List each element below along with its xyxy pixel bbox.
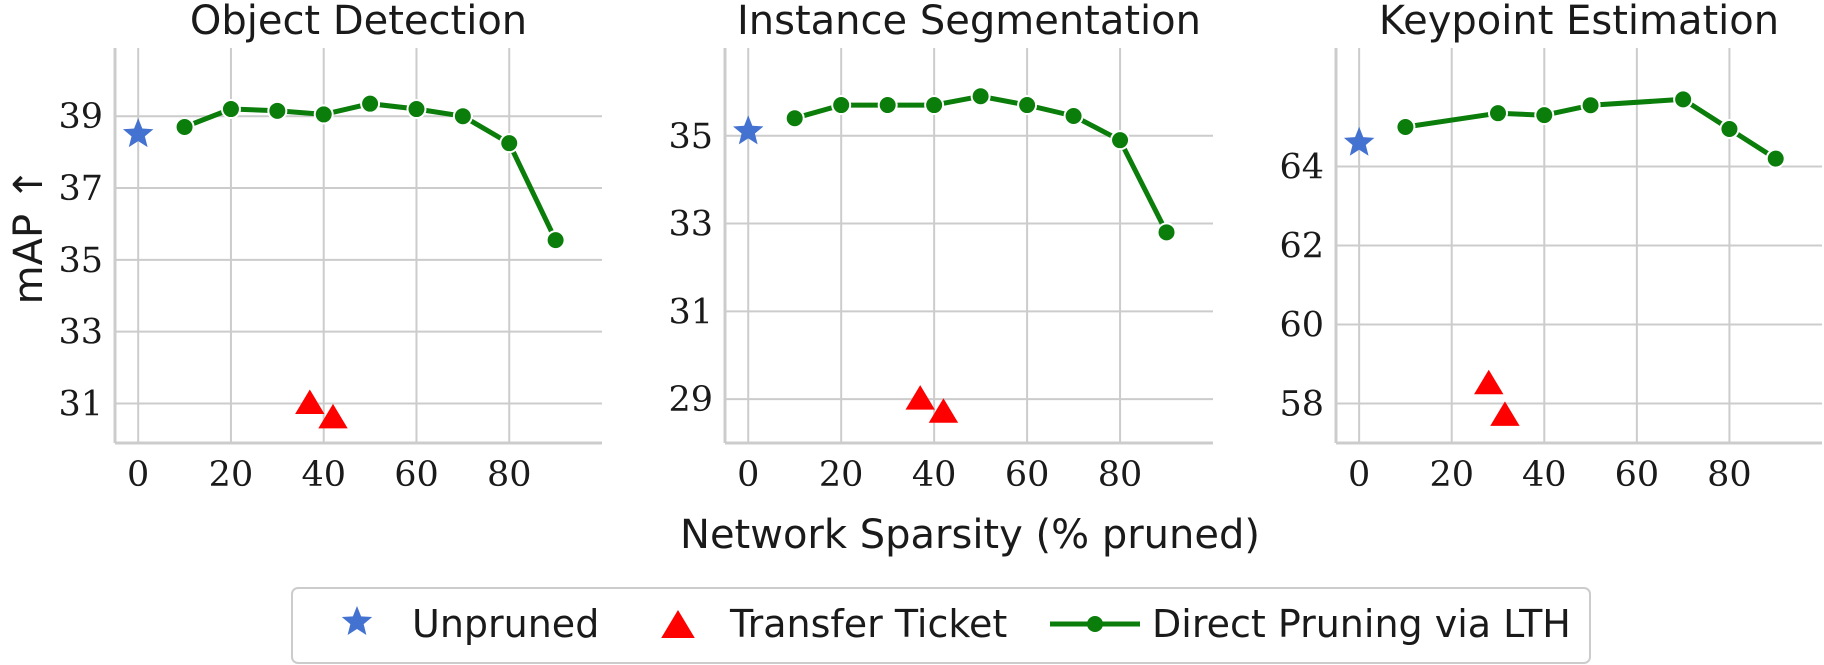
lth-point: [1017, 95, 1038, 116]
lth-point: [452, 106, 473, 127]
y-tick-label: 35: [58, 241, 103, 281]
x-tick-label: 80: [1098, 455, 1143, 495]
lth-point: [1110, 130, 1131, 151]
x-tick-label: 0: [1348, 455, 1370, 495]
legend: Unpruned Transfer Ticket Direct Pruning …: [291, 587, 1591, 664]
y-tick-label: 31: [58, 385, 103, 425]
transfer-ticket-point: [905, 385, 935, 410]
legend-frame: [291, 587, 1591, 664]
x-tick-label: 60: [1615, 455, 1660, 495]
lth-point: [1765, 148, 1786, 169]
transfer-ticket-point: [318, 403, 348, 429]
unpruned-point: [1343, 126, 1375, 156]
lth-point: [499, 133, 520, 154]
y-tick-label: 31: [668, 292, 713, 332]
y-tick-label: 33: [668, 205, 713, 245]
legend-label-transfer-ticket: Transfer Ticket: [729, 602, 1007, 646]
transfer-ticket-point: [295, 389, 325, 414]
x-tick-label: 80: [487, 455, 532, 495]
lth-series-line: [794, 93, 1169, 234]
y-tick-label: 39: [58, 97, 103, 137]
lth-point: [1580, 95, 1601, 116]
y-tick-label: 60: [1279, 306, 1324, 346]
x-tick-label: 80: [1707, 455, 1752, 495]
lth-point: [1673, 89, 1694, 110]
x-tick-label: 20: [819, 455, 864, 495]
legend-entry-unpruned: Unpruned: [341, 602, 599, 646]
lth-point: [313, 104, 334, 125]
x-tick-label: 60: [1005, 455, 1050, 495]
lth-point: [174, 117, 195, 137]
y-tick-label: 29: [668, 380, 713, 420]
lth-point: [1488, 103, 1508, 124]
x-tick-label: 0: [127, 455, 149, 495]
transfer-ticket-point: [1490, 401, 1520, 426]
legend-label-unpruned: Unpruned: [412, 602, 599, 646]
lth-point: [1063, 106, 1084, 127]
transfer-ticket-point: [1474, 369, 1504, 395]
lth-point: [784, 108, 805, 129]
unpruned-point: [733, 115, 764, 145]
x-tick-label: 20: [1429, 455, 1474, 495]
legend-triangle-marker: [661, 610, 695, 638]
lth-point: [1719, 118, 1740, 139]
lth-point: [220, 99, 241, 120]
panel-2: 0 20 40 60 80 29 31 33 35 Instance Segmentation: [668, 0, 1213, 495]
x-tick-label: 40: [1522, 455, 1567, 495]
lth-point: [360, 93, 381, 114]
shared-xlabel: Network Sparsity (% pruned): [680, 512, 1260, 558]
unpruned-point: [122, 118, 154, 148]
lth-series-line: [183, 101, 558, 242]
legend-star-marker: [341, 606, 373, 635]
legend-circle-marker: [1087, 616, 1103, 632]
x-tick-label: 40: [912, 455, 957, 495]
legend-entry-transfer-ticket: Transfer Ticket: [661, 602, 1007, 646]
x-tick-label: 40: [301, 455, 346, 495]
y-tick-label: 33: [58, 313, 103, 353]
lth-point: [1534, 105, 1555, 126]
y-tick-label: 37: [58, 169, 103, 209]
shared-ylabel: mAP ↑: [6, 168, 52, 305]
lth-point: [1395, 117, 1416, 137]
panel-title: Instance Segmentation: [737, 0, 1201, 44]
y-tick-label: 62: [1279, 227, 1324, 267]
transfer-ticket-point: [928, 398, 959, 423]
lth-point: [831, 95, 852, 116]
lth-point: [877, 95, 898, 116]
panels: 0 20 40 60 80 31 33 35 37 39 Object Detection 0 20 40…: [58, 0, 1822, 495]
lth-point: [545, 230, 566, 251]
lth-point: [970, 86, 991, 107]
lth-point: [924, 95, 945, 116]
x-tick-label: 0: [737, 455, 759, 495]
y-tick-label: 58: [1279, 385, 1324, 425]
y-tick-label: 35: [668, 117, 713, 157]
panel-title: Object Detection: [190, 0, 527, 44]
panel-title: Keypoint Estimation: [1379, 0, 1779, 44]
x-tick-label: 60: [394, 455, 439, 495]
legend-entry-direct-pruning: Direct Pruning via LTH: [1050, 602, 1571, 646]
lth-point: [406, 99, 427, 120]
legend-label-direct-pruning: Direct Pruning via LTH: [1152, 602, 1571, 646]
panel-3: 0 20 40 60 80 58 60 62 64 Keypoint Estimation: [1279, 0, 1822, 495]
lth-point: [1156, 222, 1177, 243]
lth-point: [267, 100, 288, 121]
x-tick-label: 20: [209, 455, 254, 495]
y-tick-label: 64: [1279, 148, 1324, 188]
panel-1: 0 20 40 60 80 31 33 35 37 39 Object Detection: [58, 0, 602, 495]
